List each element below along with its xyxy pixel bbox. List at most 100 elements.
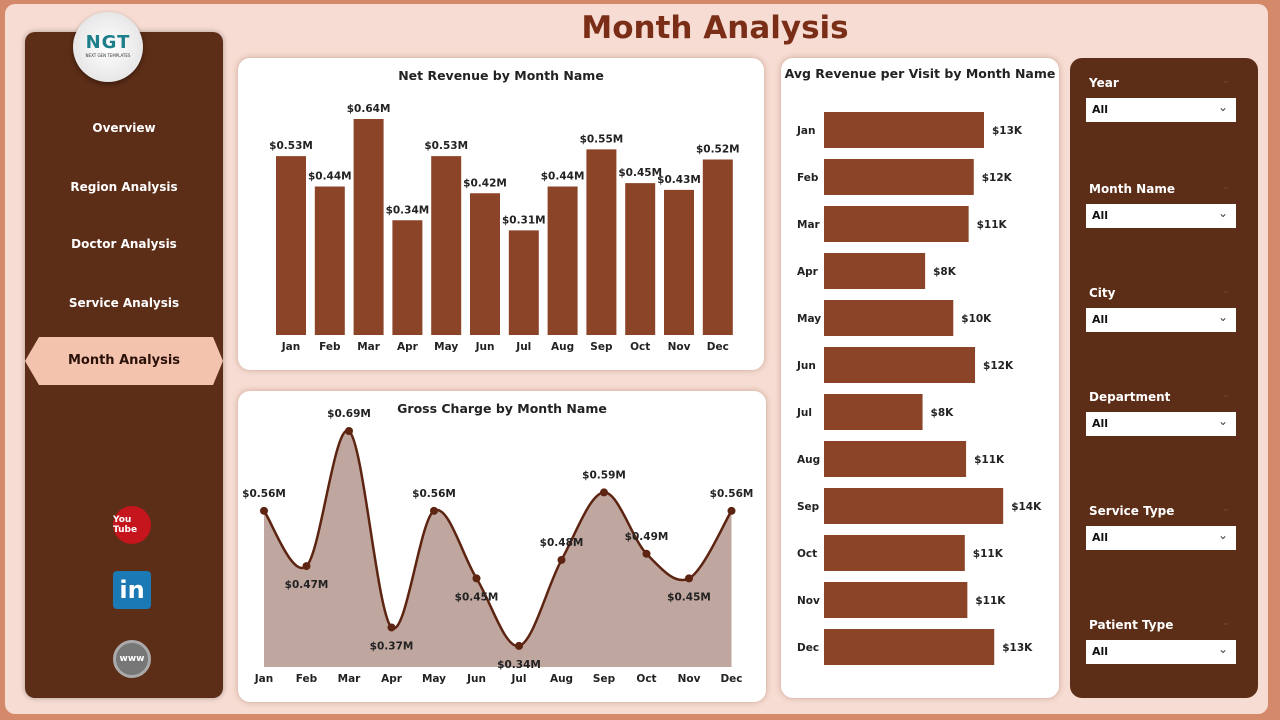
data-label: $14K [1011,501,1042,513]
x-tick-label: Oct [636,673,656,685]
data-label: $0.47M [285,579,329,591]
data-label: $0.56M [710,488,754,500]
x-tick-label: Feb [296,673,318,685]
net-revenue-chart: $0.53M Jan $0.44M Feb $0.64M Mar $0.34M Apr $0.5… [269,103,739,353]
filter-dropdown[interactable]: All ⌄ [1086,98,1236,122]
bar [824,441,967,477]
collapse-chevron-icon[interactable]: ⌄ [1222,504,1230,514]
filter-label: Patient Type [1089,618,1174,632]
chart-title: Gross Charge by Month Name [397,401,607,416]
data-label: $0.37M [370,640,414,652]
collapse-chevron-icon[interactable]: ⌄ [1222,76,1230,86]
data-point [302,562,311,571]
data-label: $0.59M [582,469,626,481]
data-point [387,623,396,632]
filter-label: Service Type [1089,504,1175,518]
bar [824,159,974,195]
data-label: $11K [977,219,1008,231]
data-label: $0.44M [541,171,585,183]
globe-icon[interactable]: www [112,639,152,679]
chevron-down-icon: ⌄ [1217,414,1228,428]
filter-dropdown[interactable]: All ⌄ [1086,204,1236,228]
data-point [685,574,693,583]
filter-dropdown[interactable]: All ⌄ [1086,308,1236,332]
x-tick-label: Jun [466,673,486,685]
y-tick-label: Nov [797,595,820,607]
data-label: $0.56M [412,488,456,500]
collapse-chevron-icon[interactable]: ⌄ [1222,390,1230,400]
data-label: $12K [983,360,1014,372]
x-tick-label: Nov [678,673,701,685]
nav-month-analysis[interactable]: Month Analysis [25,337,223,385]
data-label: $0.34M [386,204,430,216]
filter-label: Year [1089,76,1119,90]
chevron-down-icon: ⌄ [1217,528,1228,542]
x-tick-label: May [422,673,446,685]
nav-service-analysis[interactable]: Service Analysis [68,296,180,310]
data-label: $11K [974,454,1005,466]
data-label: $13K [1002,642,1033,654]
data-label: $12K [982,172,1013,184]
filter-dropdown[interactable]: All ⌄ [1086,526,1236,550]
data-label: $8K [931,407,955,419]
chart-title: Avg Revenue per Visit by Month Name [784,66,1056,81]
chevron-down-icon: ⌄ [1217,206,1228,220]
filter-dropdown[interactable]: All ⌄ [1086,412,1236,436]
x-tick-label: Sep [593,673,616,685]
x-tick-label: Mar [338,673,362,685]
data-label: $0.45M [455,591,499,603]
nav-overview[interactable]: Overview [92,121,156,135]
x-tick-label: Jul [515,341,531,353]
x-tick-label: Nov [668,341,691,353]
data-point [515,641,523,650]
x-tick-label: Jan [281,341,300,353]
data-point [345,427,353,435]
data-label: $0.53M [269,140,313,152]
y-tick-label: Dec [797,642,819,654]
page-title: Month Analysis [581,10,849,46]
x-tick-label: May [434,341,458,353]
bar [664,189,694,335]
y-tick-label: Feb [797,172,819,184]
nav-doctor-analysis[interactable]: Doctor Analysis [71,237,177,251]
bar [702,159,733,335]
data-label: $0.43M [657,174,701,186]
bar [824,300,954,336]
linkedin-icon[interactable]: in [112,570,152,610]
bar [508,230,539,335]
filter-panel: Year ⌄ All ⌄ Month Name ⌄ All ⌄ City ⌄ All ⌄ D… [1070,58,1258,698]
x-tick-label: Jan [254,673,273,685]
data-label: $0.44M [308,171,352,183]
nav-region-analysis[interactable]: Region Analysis [70,180,178,194]
bar [824,206,969,242]
filter-dropdown[interactable]: All ⌄ [1086,640,1236,664]
data-point [557,555,566,564]
x-tick-label: Dec [707,341,729,353]
bar [276,156,306,335]
collapse-chevron-icon[interactable]: ⌄ [1222,618,1230,628]
data-point [260,506,268,515]
chart-title: Net Revenue by Month Name [398,68,604,83]
collapse-chevron-icon[interactable]: ⌄ [1222,182,1230,192]
collapse-chevron-icon[interactable]: ⌄ [1222,286,1230,296]
x-tick-label: Jul [511,673,527,685]
gross-charge-chart: $0.56M Jan $0.47M Feb $0.69M Mar $0.37M Apr $0.5… [242,408,754,685]
youtube-icon[interactable]: You Tube [112,505,152,545]
bar [824,629,995,665]
data-point [727,506,736,515]
chevron-down-icon: ⌄ [1217,642,1228,656]
y-tick-label: Jul [796,407,812,419]
filter-label: Department [1089,390,1171,404]
bar [824,347,976,383]
x-tick-label: Mar [357,341,381,353]
bar [824,488,1004,524]
data-label: $11K [975,595,1006,607]
data-label: $0.42M [463,177,507,189]
avg-revenue-card: Avg Revenue per Visit by Month Name Jan $… [781,58,1059,698]
bar [547,186,578,335]
bar [824,253,926,289]
data-label: $13K [992,125,1023,137]
bar [392,220,423,335]
x-tick-label: Apr [397,341,419,353]
data-label: $0.48M [540,537,584,549]
